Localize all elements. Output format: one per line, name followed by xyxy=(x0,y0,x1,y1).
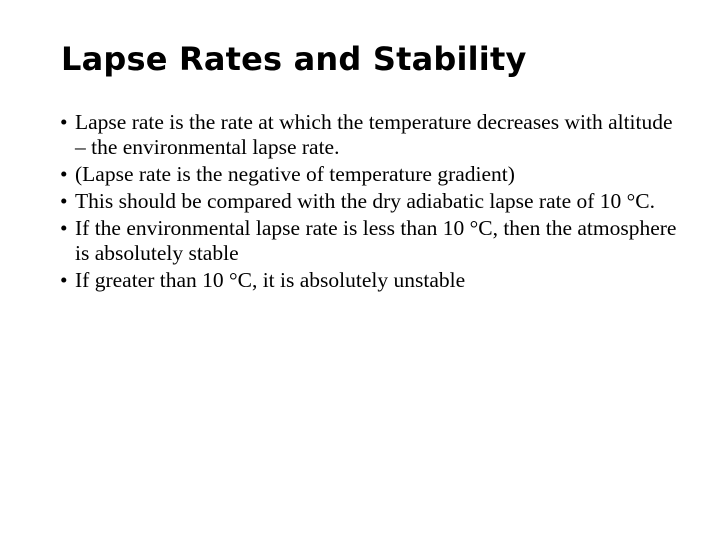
bullet-text: (Lapse rate is the negative of temperatu… xyxy=(75,162,515,186)
bullet-text: Lapse rate is the rate at which the temp… xyxy=(75,110,673,159)
bullet-marker: • xyxy=(60,268,68,292)
bullet-marker: • xyxy=(60,162,68,186)
bullet-marker: • xyxy=(60,189,68,213)
bullet-text: This should be compared with the dry adi… xyxy=(75,189,655,213)
bullet-text: If the environmental lapse rate is less … xyxy=(75,216,677,265)
bullet-item: • Lapse rate is the rate at which the te… xyxy=(60,110,680,160)
bullet-marker: • xyxy=(60,110,68,134)
slide-title: Lapse Rates and Stability xyxy=(61,40,527,78)
bullet-item: • This should be compared with the dry a… xyxy=(60,189,680,214)
bullet-item: • If greater than 10 °C, it is absolutel… xyxy=(60,268,680,293)
bullet-item: • (Lapse rate is the negative of tempera… xyxy=(60,162,680,187)
bullet-item: • If the environmental lapse rate is les… xyxy=(60,216,680,266)
bullet-list: • Lapse rate is the rate at which the te… xyxy=(60,110,680,295)
bullet-marker: • xyxy=(60,216,68,240)
bullet-text: If greater than 10 °C, it is absolutely … xyxy=(75,268,466,292)
